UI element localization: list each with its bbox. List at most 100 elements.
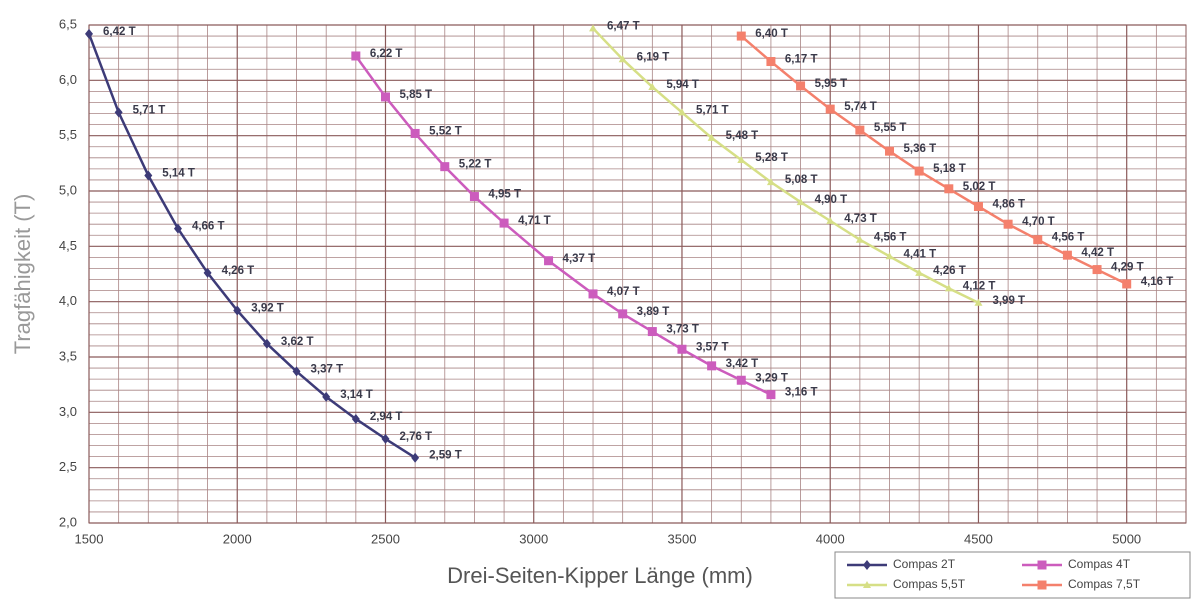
y-tick-label: 3,5 (59, 348, 77, 363)
data-label: 5,52 T (429, 125, 462, 137)
y-tick-label: 2,0 (59, 514, 77, 529)
marker (677, 108, 686, 116)
series-line (740, 35, 1128, 286)
y-tick-label: 4,5 (59, 238, 77, 253)
data-label: 5,08 T (785, 174, 818, 186)
data-label: 2,76 T (399, 431, 432, 443)
marker (380, 92, 390, 102)
series-line (592, 27, 980, 304)
data-label: 6,42 T (103, 26, 136, 38)
data-label: 4,90 T (815, 194, 848, 206)
marker (322, 391, 331, 402)
x-tick-label: 1500 (75, 531, 104, 546)
marker (1037, 560, 1047, 570)
x-tick-label: 3000 (519, 531, 548, 546)
data-label: 4,26 T (222, 265, 255, 277)
data-label: 3,57 T (696, 341, 729, 353)
marker (944, 184, 954, 194)
marker (766, 57, 776, 67)
plot-border (88, 24, 1187, 524)
marker (647, 327, 657, 337)
data-label: 5,14 T (162, 168, 195, 180)
data-label: 3,62 T (281, 336, 314, 348)
marker (855, 235, 864, 243)
marker (944, 284, 953, 292)
marker (618, 309, 628, 319)
marker (766, 178, 775, 186)
data-label: 4,16 T (1141, 276, 1174, 288)
marker (233, 305, 242, 316)
marker (144, 170, 153, 181)
data-label: 4,29 T (1111, 262, 1144, 274)
marker (974, 298, 983, 306)
x-tick-label: 4500 (964, 531, 993, 546)
marker (85, 28, 93, 39)
series-line (354, 55, 772, 396)
marker (825, 104, 835, 114)
y-tick-label: 3,0 (59, 404, 77, 419)
marker (915, 268, 924, 276)
data-label: 3,16 T (785, 387, 818, 399)
legend-label: Compas 7,5T (1068, 577, 1141, 591)
data-label: 5,95 T (815, 78, 848, 90)
data-label: 3,14 T (340, 389, 373, 401)
marker (1062, 250, 1072, 260)
marker (863, 581, 871, 588)
x-tick-label: 5000 (1112, 531, 1141, 546)
data-label: 5,18 T (933, 163, 966, 175)
marker (381, 433, 390, 444)
marker (707, 361, 717, 371)
data-label: 3,29 T (755, 372, 788, 384)
y-tick-label: 6,5 (59, 16, 77, 31)
data-label: 6,17 T (785, 54, 818, 66)
data-label: 2,59 T (429, 450, 462, 462)
data-label: 6,22 T (370, 48, 403, 60)
marker (914, 166, 924, 176)
marker (173, 223, 182, 234)
data-label: 3,73 T (666, 324, 699, 336)
marker (203, 267, 212, 278)
data-label: 4,70 T (1022, 216, 1055, 228)
y-axis-label: Tragfähigkeit (T) (10, 194, 35, 355)
y-tick-label: 5,5 (59, 127, 77, 142)
series-line (87, 33, 416, 459)
data-label: 6,40 T (755, 28, 788, 40)
x-tick-label: 2500 (371, 531, 400, 546)
x-tick-label: 4000 (816, 531, 845, 546)
data-label: 4,42 T (1081, 247, 1114, 259)
marker (351, 51, 361, 61)
data-label: 4,71 T (518, 215, 551, 227)
data-label: 2,94 T (370, 411, 403, 423)
marker (677, 344, 687, 354)
data-label: 4,37 T (563, 253, 596, 265)
data-label: 4,12 T (963, 280, 996, 292)
y-tick-label: 5,0 (59, 182, 77, 197)
marker (648, 82, 657, 90)
data-label: 5,22 T (459, 159, 492, 171)
marker (766, 390, 776, 400)
legend-label: Compas 2T (893, 557, 956, 571)
data-label: 4,66 T (192, 221, 225, 233)
x-tick-label: 3500 (668, 531, 697, 546)
y-tick-label: 4,0 (59, 293, 77, 308)
y-tick-label: 6,0 (59, 72, 77, 87)
data-label: 5,94 T (666, 79, 699, 91)
marker (855, 125, 865, 135)
legend-label: Compas 5,5T (893, 577, 966, 591)
legend-box (834, 551, 1191, 599)
marker (1037, 580, 1047, 590)
marker (440, 162, 450, 172)
marker (885, 146, 895, 156)
legend-label: Compas 4T (1068, 557, 1131, 571)
data-label: 4,95 T (488, 189, 521, 201)
data-label: 5,02 T (963, 181, 996, 193)
data-label: 4,56 T (874, 232, 907, 244)
data-label: 5,71 T (133, 104, 166, 116)
data-label: 4,56 T (1052, 232, 1085, 244)
marker (1033, 235, 1043, 245)
marker (469, 192, 479, 202)
marker (114, 107, 123, 118)
marker (737, 156, 746, 164)
data-label: 5,28 T (755, 152, 788, 164)
